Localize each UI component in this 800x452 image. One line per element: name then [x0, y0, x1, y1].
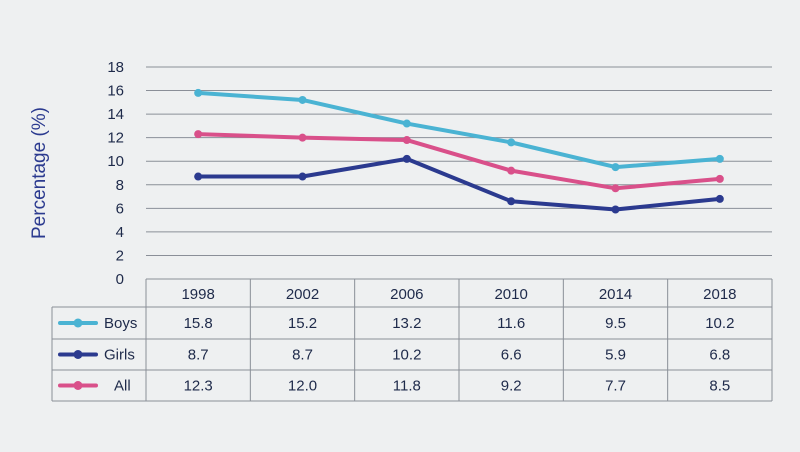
series-line-all	[196, 132, 722, 191]
data-point-all	[507, 166, 516, 175]
data-point-boys	[402, 119, 411, 128]
y-tick-label: 14	[107, 106, 124, 123]
table-cell: 6.6	[501, 347, 522, 364]
table-cell: 9.2	[501, 378, 522, 395]
table-cell: 8.7	[188, 347, 209, 364]
data-point-boys	[611, 163, 620, 172]
table-cell: 11.6	[497, 315, 525, 332]
data-point-girls	[298, 172, 307, 181]
x-tick-label: 2014	[599, 286, 632, 303]
data-point-all	[298, 133, 307, 142]
table-cell: 9.5	[605, 315, 626, 332]
data-point-girls	[194, 172, 203, 181]
data-point-girls	[611, 205, 620, 214]
table-cell: 7.7	[605, 378, 626, 395]
y-tick-label: 18	[107, 59, 124, 76]
y-tick-label: 16	[107, 83, 124, 100]
table-cell: 8.7	[292, 347, 313, 364]
x-tick-label: 2002	[286, 286, 319, 303]
y-tick-label: 2	[116, 247, 124, 264]
legend-marker-boys	[73, 318, 83, 328]
data-point-girls	[402, 154, 411, 163]
table-cell: 12.0	[288, 378, 317, 395]
data-point-boys	[298, 95, 307, 104]
table-cell: 12.3	[184, 378, 213, 395]
y-axis-label: Percentage (%)	[29, 107, 50, 239]
table-cell: 6.8	[709, 347, 730, 364]
table-cell: 15.2	[288, 315, 317, 332]
x-tick-label: 2018	[703, 286, 736, 303]
table-cell: 8.5	[709, 378, 730, 395]
table-cell: 13.2	[392, 315, 421, 332]
table-cell: 15.8	[184, 315, 213, 332]
x-tick-label: 2006	[390, 286, 423, 303]
data-point-all	[194, 130, 203, 139]
data-point-boys	[194, 88, 203, 97]
table-cell: 11.8	[393, 378, 421, 395]
y-tick-label: 10	[107, 153, 124, 170]
y-tick-label: 0	[116, 271, 124, 288]
data-point-girls	[507, 197, 516, 206]
legend-label-all: All	[114, 378, 131, 395]
x-tick-label: 2010	[494, 286, 527, 303]
data-point-boys	[507, 138, 516, 147]
table-cell: 10.2	[392, 347, 421, 364]
data-point-boys	[715, 154, 724, 163]
legend-label-girls: Girls	[104, 347, 135, 364]
y-tick-label: 12	[107, 130, 124, 147]
y-tick-label: 4	[116, 224, 124, 241]
series-line-girls	[196, 156, 722, 212]
legend-marker-all	[73, 381, 83, 390]
x-tick-label: 1998	[181, 286, 214, 303]
data-point-all	[715, 174, 724, 183]
legend-label-boys: Boys	[104, 315, 137, 332]
y-tick-label: 6	[116, 200, 124, 217]
series-line-boys	[196, 90, 722, 170]
y-tick-label: 8	[116, 177, 124, 194]
table-cell: 10.2	[705, 315, 734, 332]
data-point-girls	[715, 194, 724, 203]
data-point-all	[402, 136, 411, 145]
data-point-all	[611, 184, 620, 193]
legend-marker-girls	[73, 350, 83, 359]
table-cell: 5.9	[605, 347, 626, 364]
